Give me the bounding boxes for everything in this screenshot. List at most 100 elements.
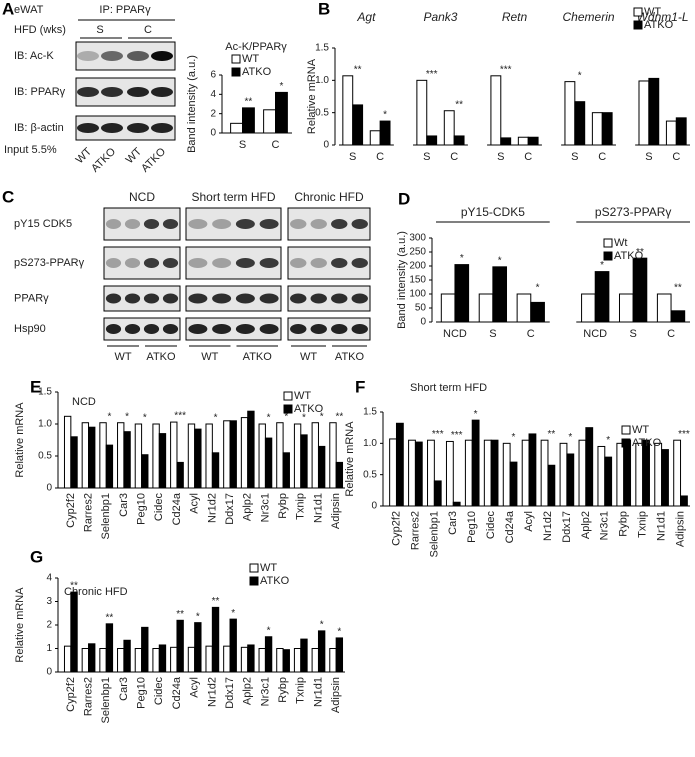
significance: * xyxy=(320,620,324,631)
blot-row-label: Hsp90 xyxy=(14,323,46,335)
blot-band xyxy=(143,258,160,268)
bar xyxy=(311,422,319,489)
significance: * xyxy=(536,283,540,294)
bar xyxy=(443,110,455,146)
bar xyxy=(229,618,237,673)
bar xyxy=(433,480,442,507)
y-tick-label: 1.5 xyxy=(363,407,377,418)
y-tick-label: 0.5 xyxy=(38,451,52,462)
blot-text: C xyxy=(144,24,152,36)
blot-band xyxy=(259,324,279,334)
bar xyxy=(99,422,107,489)
blot-band xyxy=(162,219,179,229)
blot-band xyxy=(188,219,208,229)
y-tick-label: 2 xyxy=(46,620,52,631)
panel-label: C xyxy=(2,187,14,206)
bar xyxy=(282,649,290,673)
bar xyxy=(521,439,530,507)
bar xyxy=(293,648,302,673)
bar xyxy=(187,423,196,489)
legend-swatch xyxy=(603,238,613,248)
x-tick-label: Cd24a xyxy=(504,510,516,543)
x-tick-label: Txnip xyxy=(295,493,307,520)
significance: ** xyxy=(354,64,362,75)
significance: *** xyxy=(426,69,438,80)
bar xyxy=(242,107,255,134)
x-tick-label: C xyxy=(524,151,532,163)
genotype-label: WT xyxy=(114,351,131,363)
bar xyxy=(623,439,632,507)
blot-band xyxy=(259,258,279,268)
significance: ** xyxy=(212,596,220,607)
group-label: Pank3 xyxy=(423,10,457,24)
panel-label: F xyxy=(355,377,365,396)
y-axis-label: Band intensity (a.u.) xyxy=(186,55,198,153)
bar xyxy=(530,301,545,323)
blot-band xyxy=(212,324,232,334)
legend-label: ATKO xyxy=(632,437,662,449)
x-tick-label: Ddx17 xyxy=(224,677,236,709)
x-tick-label: Selenbp1 xyxy=(100,493,112,540)
bar xyxy=(211,452,220,489)
blot-band xyxy=(310,219,327,229)
bar xyxy=(205,645,213,673)
bar xyxy=(566,453,575,507)
x-tick-label: Rybp xyxy=(618,511,630,537)
bar xyxy=(490,75,502,146)
significance: * xyxy=(474,409,478,420)
bar xyxy=(211,606,220,673)
y-tick-label: 6 xyxy=(210,70,216,81)
lane-label: ATKO xyxy=(139,145,168,174)
bar xyxy=(665,120,677,146)
genotype-label: ATKO xyxy=(243,351,273,363)
x-tick-label: Cyp2f2 xyxy=(65,493,77,528)
significance: * xyxy=(578,70,582,81)
x-tick-label: Acyl xyxy=(189,493,201,514)
blot-band xyxy=(235,219,255,229)
x-tick-label: Nr3c1 xyxy=(599,511,611,540)
significance: * xyxy=(279,81,283,92)
chart-title: NCD xyxy=(72,396,96,408)
x-tick-label: Ddx17 xyxy=(224,493,236,525)
bar xyxy=(369,130,381,146)
y-tick-label: 1.5 xyxy=(315,43,329,54)
x-tick-label: Aplp2 xyxy=(242,677,254,705)
blot-row-label: pY15 CDK5 xyxy=(14,218,72,230)
bar xyxy=(170,421,178,489)
blot-band xyxy=(351,219,368,229)
x-tick-label: Acyl xyxy=(189,677,201,698)
x-tick-label: Nr1d2 xyxy=(206,493,218,523)
bar xyxy=(117,648,125,673)
significance: * xyxy=(125,411,129,422)
significance: * xyxy=(460,253,464,264)
x-tick-label: S xyxy=(645,151,652,163)
blot-band xyxy=(310,324,327,334)
significance: ** xyxy=(547,429,555,440)
blot-band xyxy=(290,258,307,268)
bar xyxy=(293,423,302,489)
x-tick-label: C xyxy=(667,328,675,340)
x-tick-label: Rarres2 xyxy=(82,677,94,716)
x-tick-label: Selenbp1 xyxy=(428,511,440,558)
bar xyxy=(240,646,249,673)
blot-band xyxy=(188,293,208,304)
bar xyxy=(300,638,308,673)
blot-band xyxy=(259,293,279,304)
blot-band xyxy=(124,293,141,304)
x-tick-label: Acyl xyxy=(523,511,535,532)
bar xyxy=(99,648,107,673)
bar xyxy=(63,645,72,673)
blot-band xyxy=(188,258,208,268)
x-tick-label: Txnip xyxy=(637,511,649,538)
bar xyxy=(680,495,688,507)
bar xyxy=(282,452,290,489)
significance: *** xyxy=(500,64,512,75)
significance: *** xyxy=(174,411,186,422)
legend-label: ATKO xyxy=(294,403,324,415)
legend-swatch xyxy=(231,54,241,64)
bar xyxy=(88,426,96,489)
significance: * xyxy=(498,255,502,266)
bar xyxy=(426,135,438,146)
blot-band xyxy=(351,324,368,334)
